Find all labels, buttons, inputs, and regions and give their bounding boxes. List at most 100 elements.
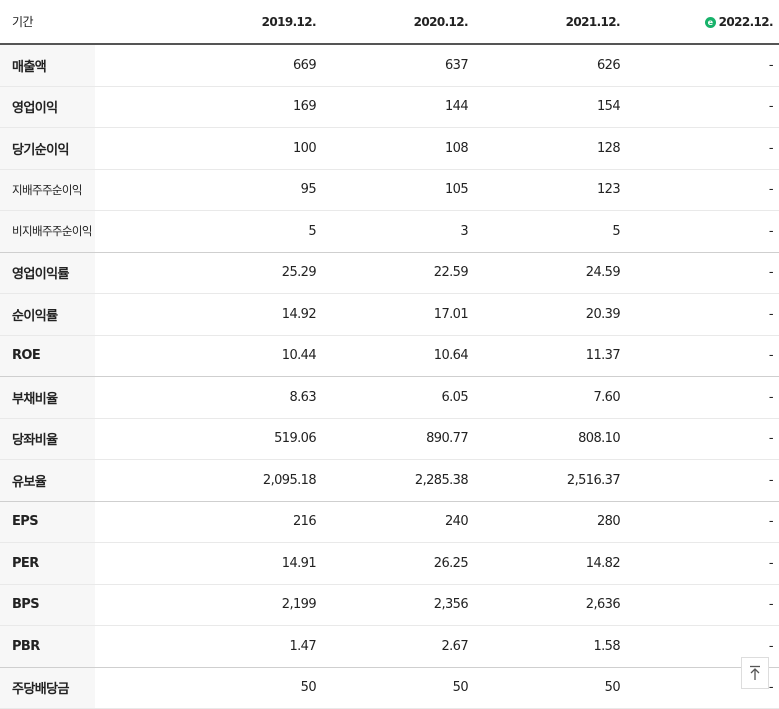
table-row: 지배주주순이익 95 105 123 - (0, 169, 779, 211)
table-row: 매출액 669 637 626 - (0, 44, 779, 87)
cell: 626 (474, 44, 626, 87)
cell: 519.06 (95, 418, 322, 460)
cell: 637 (322, 44, 474, 87)
cell: 2,636 (474, 584, 626, 626)
row-label: 영업이익 (0, 86, 95, 128)
cell: 10.44 (95, 335, 322, 377)
cell: - (626, 501, 779, 543)
cell: 50 (95, 667, 322, 709)
row-label: 비지배주주순이익 (0, 210, 95, 253)
cell: 123 (474, 169, 626, 211)
cell: 14.82 (474, 542, 626, 585)
table-row: 주당배당금 50 50 50 - (0, 667, 779, 709)
row-label: 주당배당금 (0, 667, 95, 709)
cell: 24.59 (474, 252, 626, 294)
cell: 108 (322, 127, 474, 170)
row-label: ROE (0, 335, 95, 377)
cell: 2.67 (322, 625, 474, 668)
table-row: EPS 216 240 280 - (0, 501, 779, 543)
row-label: 당기순이익 (0, 127, 95, 170)
cell: 3 (322, 210, 474, 253)
cell: 154 (474, 86, 626, 128)
cell: - (626, 459, 779, 502)
cell: 95 (95, 169, 322, 211)
arrow-up-to-top-icon (748, 665, 762, 681)
cell: 100 (95, 127, 322, 170)
period-2022-label: 2022.12. (718, 14, 774, 29)
cell: - (626, 293, 779, 336)
table-row: 영업이익률 25.29 22.59 24.59 - (0, 252, 779, 294)
cell: 26.25 (322, 542, 474, 585)
cell: 7.60 (474, 376, 626, 419)
cell: - (626, 44, 779, 87)
cell: 5 (474, 210, 626, 253)
row-label: 매출액 (0, 44, 95, 87)
row-label: 순이익률 (0, 293, 95, 336)
table-row: 비지배주주순이익 5 3 5 - (0, 210, 779, 253)
cell: 1.47 (95, 625, 322, 668)
row-label: 영업이익률 (0, 252, 95, 294)
row-label: PER (0, 542, 95, 585)
row-label: 부채비율 (0, 376, 95, 419)
cell: 14.92 (95, 293, 322, 336)
cell: 8.63 (95, 376, 322, 419)
scroll-to-top-button[interactable] (741, 657, 769, 689)
cell: 50 (474, 667, 626, 709)
cell: - (626, 210, 779, 253)
cell: - (626, 127, 779, 170)
cell: 5 (95, 210, 322, 253)
cell: - (626, 376, 779, 419)
cell: 2,199 (95, 584, 322, 626)
cell: 2,516.37 (474, 459, 626, 502)
cell: 1.58 (474, 625, 626, 668)
table-row: PER 14.91 26.25 14.82 - (0, 542, 779, 585)
table-row: 유보율 2,095.18 2,285.38 2,516.37 - (0, 459, 779, 502)
cell: 144 (322, 86, 474, 128)
cell: 22.59 (322, 252, 474, 294)
table-row: 부채비율 8.63 6.05 7.60 - (0, 376, 779, 419)
period-2019: 2019.12. (95, 0, 322, 45)
cell: 105 (322, 169, 474, 211)
row-label: EPS (0, 501, 95, 543)
header-row: 기간 2019.12. 2020.12. 2021.12. e 2022.12. (0, 0, 779, 45)
cell: 25.29 (95, 252, 322, 294)
cell: 2,356 (322, 584, 474, 626)
cell: 240 (322, 501, 474, 543)
cell: 14.91 (95, 542, 322, 585)
cell: 2,285.38 (322, 459, 474, 502)
cell: 17.01 (322, 293, 474, 336)
cell: 669 (95, 44, 322, 87)
estimate-icon: e (704, 16, 716, 28)
table-row: BPS 2,199 2,356 2,636 - (0, 584, 779, 626)
cell: 280 (474, 501, 626, 543)
cell: - (626, 335, 779, 377)
row-label: 지배주주순이익 (0, 169, 95, 211)
cell: 216 (95, 501, 322, 543)
cell: 890.77 (322, 418, 474, 460)
period-2020: 2020.12. (322, 0, 474, 45)
table-row: PBR 1.47 2.67 1.58 - (0, 625, 779, 668)
row-label: 유보율 (0, 459, 95, 502)
cell: 10.64 (322, 335, 474, 377)
cell: - (626, 169, 779, 211)
table-row: ROE 10.44 10.64 11.37 - (0, 335, 779, 377)
table-row: 순이익률 14.92 17.01 20.39 - (0, 293, 779, 336)
cell: - (626, 542, 779, 585)
period-2022-estimate: e 2022.12. (626, 0, 779, 45)
cell: - (626, 418, 779, 460)
cell: 808.10 (474, 418, 626, 460)
cell: 50 (322, 667, 474, 709)
row-label: PBR (0, 625, 95, 668)
period-header-label: 기간 (0, 0, 95, 45)
table-row: 영업이익 169 144 154 - (0, 86, 779, 128)
row-label: 당좌비율 (0, 418, 95, 460)
table-row: 당기순이익 100 108 128 - (0, 127, 779, 170)
cell: 169 (95, 86, 322, 128)
cell: 6.05 (322, 376, 474, 419)
table-row: 당좌비율 519.06 890.77 808.10 - (0, 418, 779, 460)
cell: - (626, 86, 779, 128)
period-2021: 2021.12. (474, 0, 626, 45)
cell: - (626, 584, 779, 626)
cell: 11.37 (474, 335, 626, 377)
